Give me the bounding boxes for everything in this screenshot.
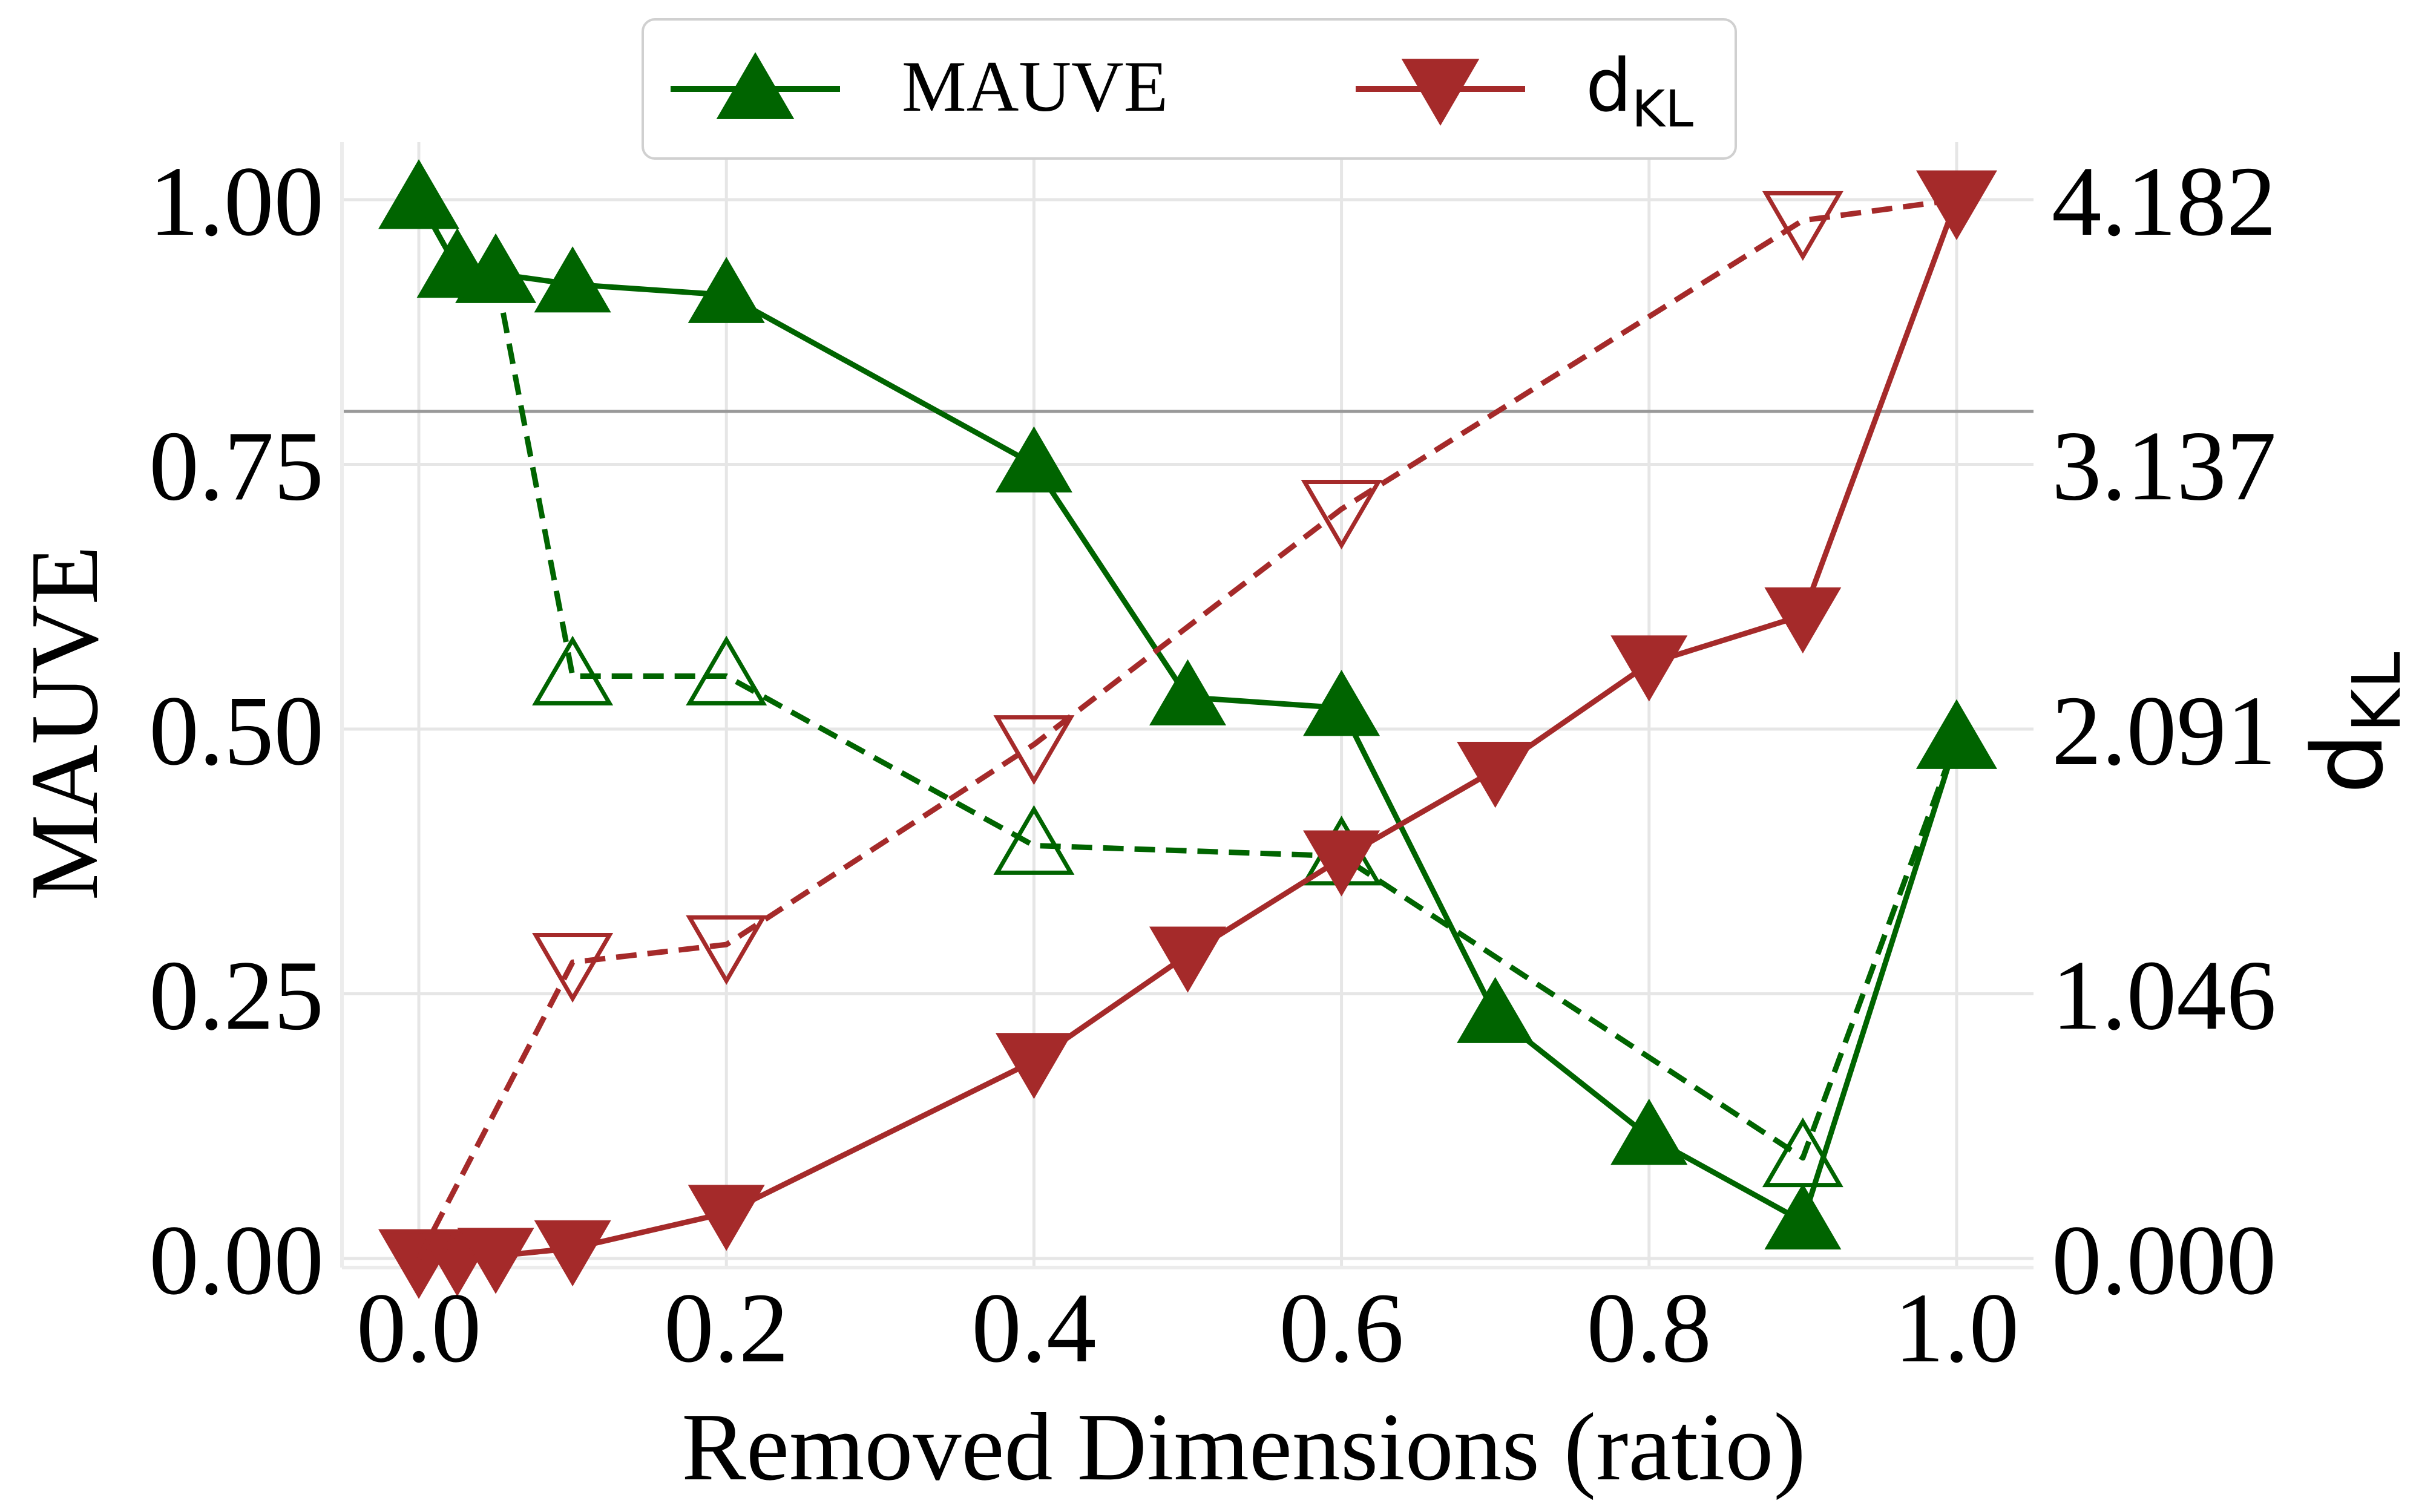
legend-marker-dkl — [1401, 59, 1480, 126]
legend-marker-mauve — [716, 52, 795, 119]
y-tick-label-left: 0.00 — [149, 1205, 324, 1315]
data-point — [993, 805, 1075, 875]
legend-label-dkl-sub: KL — [1632, 79, 1693, 139]
data-point — [534, 246, 611, 313]
legend-label-dkl-base: d — [1586, 44, 1632, 128]
x-tick-label: 0.0 — [356, 1272, 481, 1383]
y-tick-label-left: 0.25 — [149, 940, 324, 1051]
data-point — [1764, 1183, 1842, 1250]
data-point — [1610, 635, 1688, 702]
data-point — [686, 635, 767, 705]
legend-entry-mauve: MAUVE — [671, 46, 1168, 126]
data-point — [995, 426, 1072, 493]
tick-labels: 0.0 0.2 0.4 0.6 0.8 1.0 0.00 0.25 0.50 0.75 1.00 0.… — [149, 146, 2276, 1383]
axes — [340, 142, 2034, 1269]
data-point — [1762, 1117, 1843, 1188]
data-point — [1764, 587, 1842, 653]
legend-frame — [642, 18, 1737, 160]
series-2 — [380, 171, 1995, 1297]
y-axis-label-right-sub: KL — [2338, 652, 2415, 733]
y-tick-label-right: 2.091 — [2052, 675, 2276, 786]
data-point — [532, 635, 614, 705]
series-group — [378, 159, 1997, 1299]
data-point — [688, 257, 765, 323]
y-axis-label-right: dKL — [2291, 652, 2415, 794]
data-point — [532, 933, 614, 1003]
data-point — [457, 1228, 534, 1294]
data-point — [1149, 659, 1227, 725]
data-point — [993, 715, 1075, 785]
x-tick-label: 1.0 — [1894, 1272, 2019, 1383]
x-tick-label: 0.2 — [664, 1272, 789, 1383]
x-axis-label: Removed Dimensions (ratio) — [681, 1393, 1805, 1501]
data-point — [995, 1033, 1072, 1099]
legend: MAUVE dKL — [642, 18, 1737, 160]
data-point — [1915, 699, 1997, 769]
series-3 — [378, 170, 1997, 1299]
y-tick-label-right: 0.000 — [2052, 1205, 2276, 1315]
data-point — [1303, 830, 1380, 897]
series-line — [416, 198, 1960, 1161]
y-tick-label-left: 0.50 — [149, 675, 324, 786]
data-point — [1457, 741, 1534, 808]
data-point — [416, 227, 498, 298]
y-axis-label-left: MAUVE — [10, 546, 118, 901]
data-point — [1610, 1098, 1688, 1165]
data-point — [1457, 977, 1534, 1043]
data-point — [534, 1220, 611, 1287]
y-tick-label-left: 1.00 — [149, 146, 324, 257]
x-tick-label: 0.8 — [1587, 1272, 1712, 1383]
x-tick-label: 0.4 — [971, 1272, 1096, 1383]
y-tick-label-right: 4.182 — [2052, 146, 2276, 257]
series-0 — [380, 162, 1995, 1250]
data-point — [688, 1185, 765, 1251]
y-tick-label-right: 3.137 — [2052, 410, 2276, 521]
y-tick-label-right: 1.046 — [2052, 940, 2276, 1050]
data-point — [378, 1229, 460, 1299]
series-line — [416, 197, 1957, 1260]
legend-entry-dkl: dKL — [1356, 44, 1693, 139]
x-tick-label: 0.6 — [1279, 1272, 1403, 1383]
data-point — [378, 159, 460, 229]
data-point — [1762, 191, 1843, 261]
y-axis-label-right-base: d — [2291, 733, 2405, 794]
y-tick-label-left: 0.75 — [149, 411, 324, 522]
data-point — [686, 915, 767, 985]
data-point — [1301, 479, 1382, 550]
data-point — [1303, 670, 1380, 736]
data-point — [1915, 170, 1997, 240]
legend-label-mauve: MAUVE — [902, 46, 1168, 126]
legend-label-dkl: dKL — [1586, 44, 1693, 139]
data-point — [1149, 926, 1227, 993]
data-point — [455, 233, 537, 303]
